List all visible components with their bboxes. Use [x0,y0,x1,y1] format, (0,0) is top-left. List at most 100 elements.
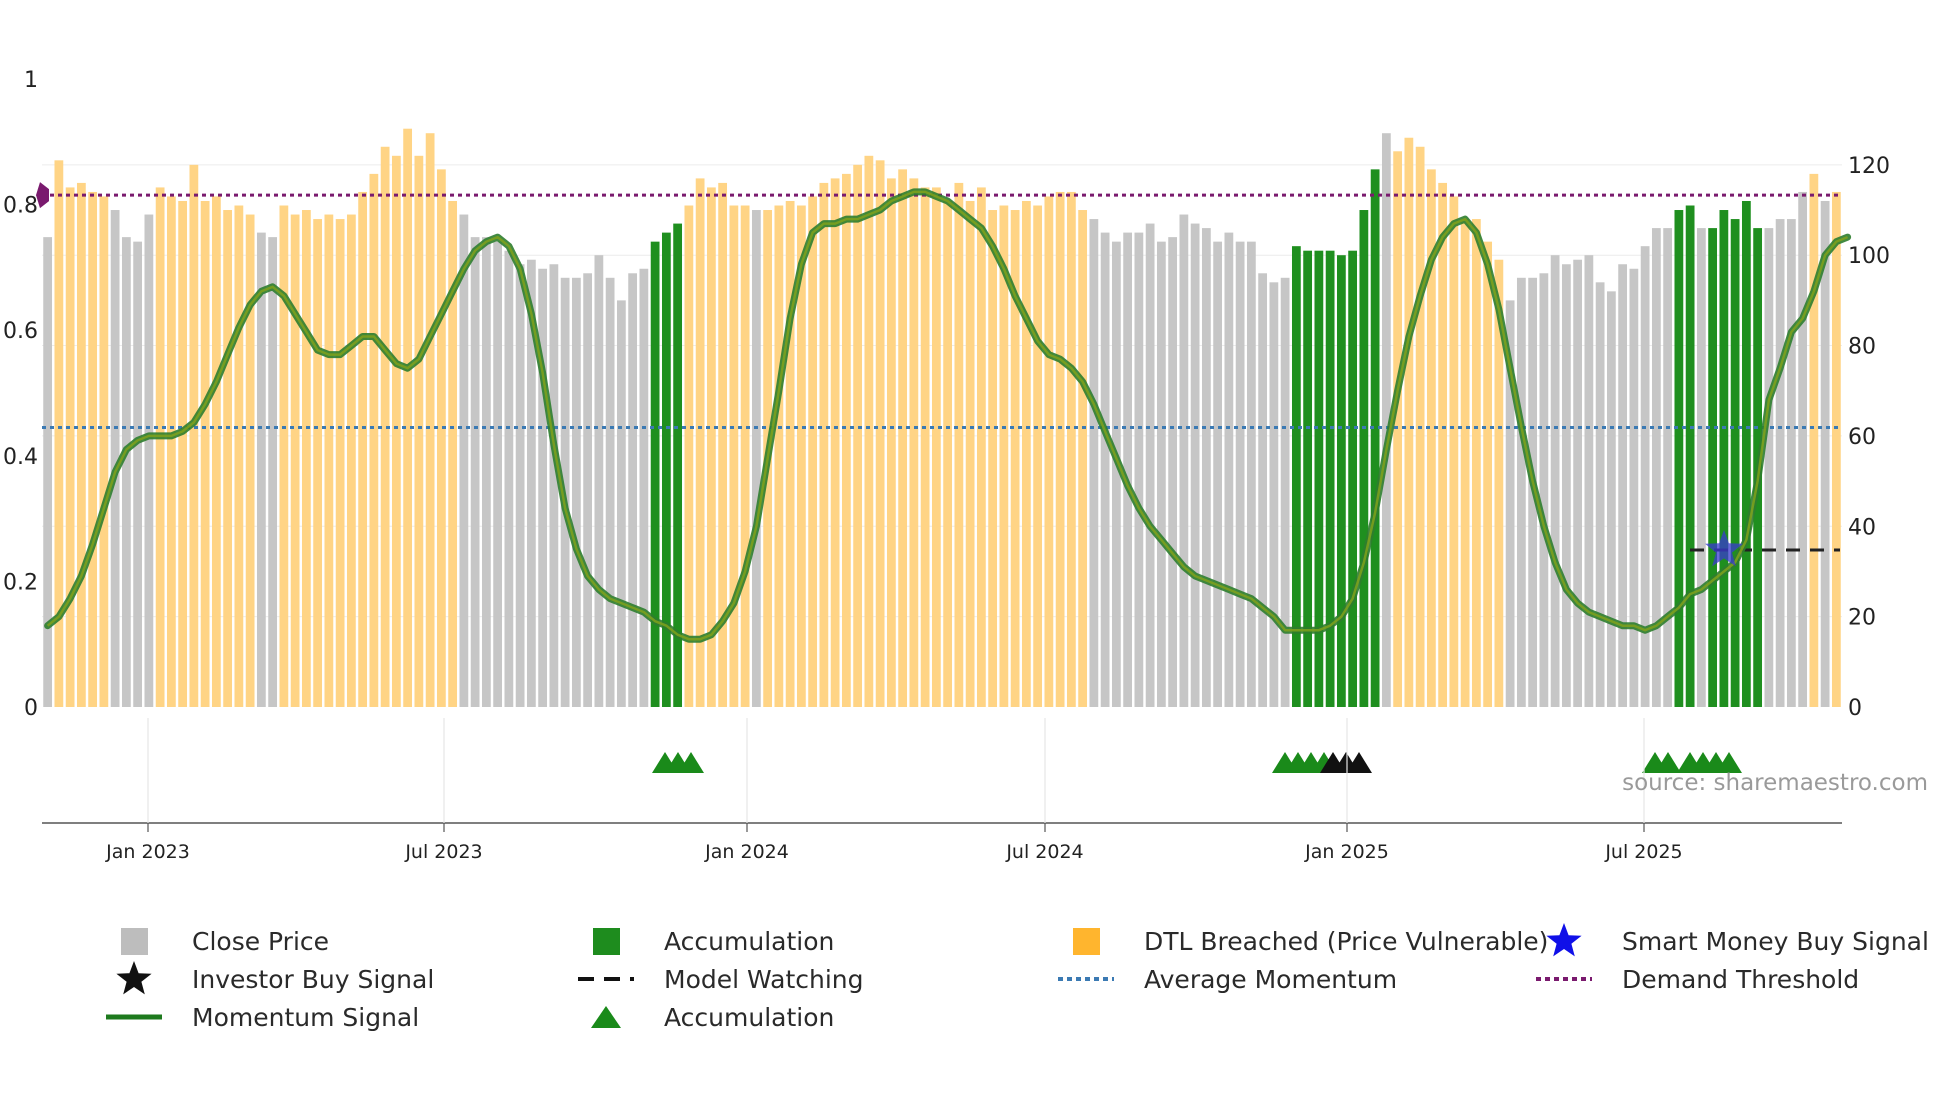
price-bar [1708,228,1718,708]
accumulation-marker [1655,752,1681,773]
price-bar [1741,200,1751,708]
price-bar [166,196,176,707]
price-bar [1156,241,1166,708]
price-bar [1573,259,1583,707]
price-bar [504,250,514,707]
price-bar [594,255,604,708]
price-bar [1336,255,1346,708]
left-tick-label: 0.2 [3,570,38,595]
price-bar [1663,228,1673,708]
x-tick-label: Jan 2025 [1304,841,1389,863]
price-bar [684,205,694,707]
price-bar [1246,241,1256,708]
price-bar [729,205,739,707]
x-tick-label: Jan 2023 [105,841,190,863]
price-bar [909,178,919,707]
left-tick-label: 0 [24,696,38,721]
x-tick-label: Jul 2024 [1005,841,1083,863]
left-tick-label: 0.8 [3,194,38,219]
price-bar [1775,219,1785,707]
price-bar [1618,264,1628,707]
price-bar [245,214,255,708]
right-tick-label: 80 [1848,335,1876,360]
price-bar [380,146,390,708]
price-bar [133,241,143,708]
price-bar [808,196,818,707]
price-bar [1786,219,1796,707]
price-bar [1033,205,1043,707]
price-bar [1438,182,1448,707]
price-bar [121,237,131,707]
price-bar [448,200,458,708]
price-bar [1258,273,1268,707]
price-bar [1831,191,1841,707]
price-bar [1685,205,1695,707]
price-bar [864,155,874,707]
price-bar [88,191,98,707]
price-bar [1764,228,1774,708]
price-bar [1370,169,1380,707]
price-bar [391,155,401,707]
price-bar [1021,200,1031,708]
price-bar [796,205,806,707]
price-bar [211,196,221,707]
price-bar [459,214,469,708]
price-bar [650,241,660,708]
price-bar [403,128,413,707]
price-bar [571,277,581,707]
price-bar [65,187,75,708]
price-bar [1561,264,1571,707]
price-bar [1123,232,1133,707]
price-bar [774,205,784,707]
price-bar [1224,232,1234,707]
price-bar [493,241,503,708]
price-bar [954,182,964,707]
price-bar [819,182,829,707]
price-bar [931,187,941,708]
price-bar [1348,250,1358,707]
price-bar [178,200,188,708]
price-bar [1550,255,1560,708]
price-bar [1269,282,1279,707]
price-bar [1291,246,1301,707]
price-bar [1809,173,1819,708]
price-bar [718,182,728,707]
price-bar [1393,151,1403,707]
price-bar [414,155,424,707]
price-bar [706,187,716,708]
left-tick-label: 0.6 [3,319,38,344]
price-bar [1426,169,1436,707]
price-bar [1213,241,1223,708]
price-bar [999,205,1009,707]
price-bar [1730,219,1740,707]
price-bar [616,300,626,707]
price-bar [1381,133,1391,707]
price-bar [234,205,244,707]
price-bar [695,178,705,707]
price-bar [853,164,863,707]
price-bar [110,210,120,707]
price-bar [268,237,278,707]
price-bar [1696,228,1706,708]
price-bar [1595,282,1605,707]
momentum-line [44,188,1852,643]
gridlines [42,164,1842,618]
price-bar [898,169,908,707]
price-bar [144,214,154,708]
price-bar [470,237,480,707]
price-bar [346,214,356,708]
price-bar [189,164,199,707]
price-bar [886,178,896,707]
right-tick-label: 40 [1848,515,1876,540]
price-bar [1325,250,1335,707]
price-bar [1314,250,1324,707]
price-bars [43,128,1841,708]
price-bar [1449,196,1459,707]
price-bar [1505,300,1515,707]
price-bar [965,200,975,708]
price-bar [526,259,536,707]
price-bar [1168,237,1178,707]
price-bar [1674,210,1684,707]
right-tick-label: 20 [1848,606,1876,631]
